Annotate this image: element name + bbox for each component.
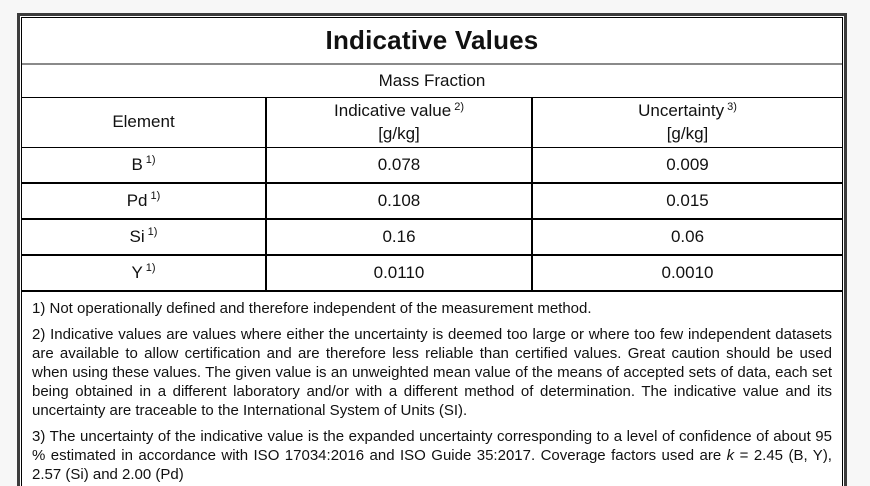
- footnote-1: 1) Not operationally defined and therefo…: [32, 300, 592, 317]
- column-header-element-label: Element: [112, 112, 175, 132]
- element-symbol-text: Si: [129, 226, 145, 246]
- uncertainty-cell: 0.06: [533, 220, 842, 254]
- indicative-values-table: Indicative Values Mass Fraction Element …: [21, 17, 843, 486]
- indicative-value-cell: 0.16: [267, 220, 533, 254]
- column-header-indicative-label: Indicative value 2): [334, 100, 464, 122]
- table-row: Si 1) 0.16 0.06: [22, 220, 842, 256]
- column-header-indicative-value: Indicative value 2) [g/kg]: [267, 98, 533, 147]
- column-header-uncertainty-unit: [g/kg]: [666, 123, 709, 143]
- footnote-3-text-after-k: = 2.45 (B, Y), 2.57 (Si) and 2.00 (Pd): [32, 447, 832, 483]
- element-symbol: Y 1): [131, 262, 155, 284]
- indicative-value-cell: 0.078: [267, 148, 533, 182]
- element-symbol-text: Pd: [126, 190, 148, 210]
- column-header-uncertainty-label: Uncertainty 3): [638, 100, 737, 122]
- element-symbol-text: B: [131, 154, 143, 174]
- table-title: Indicative Values: [325, 25, 539, 55]
- table-row: Pd 1) 0.108 0.015: [22, 184, 842, 220]
- element-footnote-marker: 1): [145, 154, 156, 167]
- element-symbol-text: Y: [131, 262, 143, 282]
- uncertainty-value: 0.015: [666, 190, 709, 210]
- indicative-value: 0.078: [377, 154, 421, 174]
- indicative-value-cell: 0.0110: [267, 256, 533, 290]
- element-footnote-marker: 1): [147, 226, 158, 239]
- coverage-factor-k: k: [726, 447, 735, 464]
- table-title-row: Indicative Values: [22, 18, 842, 65]
- uncertainty-cell: 0.0010: [533, 256, 842, 290]
- element-footnote-marker: 1): [145, 262, 156, 275]
- element-cell: Si 1): [22, 220, 267, 254]
- table-header-row: Element Indicative value 2) [g/kg] Uncert…: [22, 98, 842, 148]
- table-row: Y 1) 0.0110 0.0010: [22, 256, 842, 292]
- footnote-2: 2) Indicative values are values where ei…: [32, 326, 832, 419]
- table-subtitle-row: Mass Fraction: [22, 65, 842, 98]
- element-symbol: Si 1): [130, 226, 158, 248]
- uncertainty-cell: 0.009: [533, 148, 842, 182]
- footnotes-section: 1) Not operationally defined and therefo…: [22, 292, 842, 486]
- column-header-element: Element: [22, 98, 267, 147]
- element-footnote-marker: 1): [150, 190, 161, 203]
- indicative-footnote-marker: 2): [454, 100, 464, 113]
- table-subtitle: Mass Fraction: [378, 71, 486, 90]
- footnote-3-text-before-k: 3) The uncertainty of the indicative val…: [32, 428, 832, 464]
- uncertainty-footnote-marker: 3): [727, 100, 737, 113]
- column-header-uncertainty: Uncertainty 3) [g/kg]: [533, 98, 842, 147]
- element-cell: Y 1): [22, 256, 267, 290]
- indicative-value-cell: 0.108: [267, 184, 533, 218]
- element-symbol: B 1): [131, 154, 155, 176]
- indicative-label-text: Indicative value: [334, 101, 452, 121]
- uncertainty-cell: 0.015: [533, 184, 842, 218]
- footnote-3: 3) The uncertainty of the indicative val…: [32, 427, 832, 484]
- element-cell: Pd 1): [22, 184, 267, 218]
- element-cell: B 1): [22, 148, 267, 182]
- uncertainty-value: 0.0010: [661, 262, 714, 282]
- uncertainty-value: 0.06: [670, 226, 705, 246]
- table-row: B 1) 0.078 0.009: [22, 148, 842, 184]
- uncertainty-value: 0.009: [666, 154, 709, 174]
- column-header-indicative-unit: [g/kg]: [378, 123, 420, 143]
- indicative-value: 0.0110: [373, 262, 425, 282]
- uncertainty-label-text: Uncertainty: [638, 101, 725, 121]
- indicative-value: 0.108: [377, 190, 421, 210]
- element-symbol: Pd 1): [127, 190, 161, 212]
- indicative-value: 0.16: [382, 226, 416, 246]
- indicative-values-table-frame: Indicative Values Mass Fraction Element …: [17, 13, 847, 486]
